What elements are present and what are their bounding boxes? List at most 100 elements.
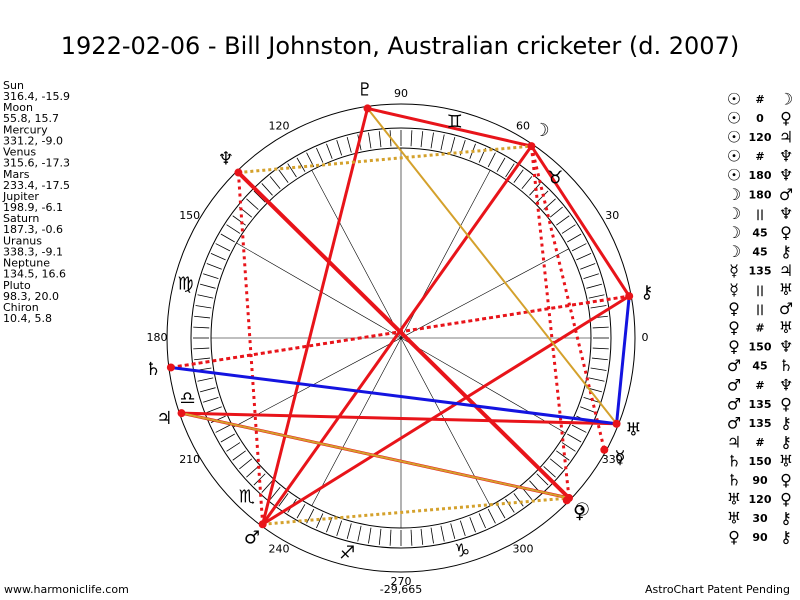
planet-glyph: ♇ [357, 80, 373, 101]
aspect-planet: ♂ [779, 185, 793, 204]
aspect-planet: ♅ [779, 451, 793, 470]
ring-tick [430, 132, 434, 149]
aspect-type: 90 [752, 531, 768, 544]
aspect-planet: ⚷ [780, 413, 792, 432]
ring-tick [430, 527, 434, 544]
degree-label: 0 [642, 331, 649, 344]
aspect-line [170, 294, 630, 369]
ring-tick [496, 157, 506, 172]
aspect-line [236, 172, 265, 525]
ring-tick [336, 140, 343, 156]
ring-tick [336, 520, 343, 536]
planet-glyph: ♃ [156, 408, 172, 429]
ring-tick [346, 523, 352, 540]
ring-tick [193, 347, 210, 350]
ring-tick [567, 433, 582, 443]
ring-tick [269, 176, 281, 190]
aspect-type: 135 [749, 417, 772, 430]
planet-point [166, 363, 175, 372]
ring-tick [440, 134, 445, 151]
ring-tick [203, 396, 219, 403]
degree-label: 60 [516, 120, 530, 133]
ring-tick [199, 283, 216, 289]
aspect-line [366, 107, 618, 425]
ring-tick [580, 406, 596, 413]
aspect-planet: ♀ [780, 471, 792, 490]
planet-position: 331.2, -9.0 [3, 134, 63, 147]
aspect-planet: ♀ [780, 394, 792, 413]
aspect-planet: ♂ [779, 299, 793, 318]
planet-point [177, 409, 186, 418]
ring-tick [567, 233, 582, 243]
degree-label: 330 [602, 453, 623, 466]
planet-name: Jupiter [2, 190, 39, 203]
aspect-planet: ☿ [729, 261, 739, 280]
planet-glyph: ♂ [244, 528, 260, 549]
ring-tick [378, 528, 382, 545]
planet-name: Sun [3, 79, 24, 92]
ring-tick [583, 273, 599, 280]
planet-glyph: ☿ [615, 447, 626, 468]
degree-label: 300 [513, 542, 534, 555]
aspect-type: 180 [749, 188, 772, 201]
ring-tick [549, 206, 563, 218]
aspect-planet: ☉ [727, 109, 741, 128]
ring-tick [194, 315, 211, 319]
planet-position: 55.8, 15.7 [3, 112, 59, 125]
ring-tick [357, 525, 362, 542]
planet-name: Pluto [3, 279, 31, 292]
ring-tick [193, 326, 210, 329]
ring-tick [316, 147, 324, 163]
ring-tick [588, 377, 605, 382]
planet-glyph: ⚷ [640, 282, 653, 303]
aspect-planet: ♂ [727, 375, 741, 394]
ring-tick [346, 136, 352, 153]
ring-tick [278, 169, 289, 183]
planet-name: Mars [3, 168, 30, 181]
planet-glyph: ♄ [145, 359, 161, 380]
aspect-line [615, 295, 631, 424]
ring-tick [561, 442, 576, 452]
ring-tick [203, 273, 219, 280]
ring-tick [246, 198, 259, 210]
aspect-type: || [756, 207, 764, 220]
aspect-planet: ♆ [779, 166, 793, 185]
planet-name: Mercury [3, 123, 48, 136]
aspect-line [529, 145, 571, 499]
planet-point [562, 496, 571, 505]
ring-tick [420, 528, 424, 545]
zodiac-sign: ♊ [447, 112, 463, 133]
aspect-planet: ♃ [779, 128, 793, 147]
aspect-planet: ☉ [727, 147, 741, 166]
ring-tick [410, 130, 413, 147]
ring-tick [561, 224, 576, 234]
aspect-planet: ♀ [728, 318, 740, 337]
ring-tick [549, 458, 563, 470]
aspect-planet: ♆ [779, 204, 793, 223]
aspect-planet: ♂ [727, 356, 741, 375]
ring-tick [513, 493, 524, 507]
ring-tick [278, 493, 289, 507]
footer-right: AstroChart Patent Pending [645, 583, 790, 596]
aspect-type: # [755, 379, 764, 392]
ring-tick [368, 527, 372, 544]
ring-tick [469, 517, 476, 533]
aspect-planet: ⚷ [780, 242, 792, 261]
aspect-planet: ♄ [727, 471, 741, 490]
ring-tick [210, 253, 226, 261]
ring-tick [440, 525, 445, 542]
aspect-planet: ♄ [727, 451, 741, 470]
zodiac-sign: ♉ [547, 167, 563, 188]
aspect-line [530, 145, 631, 297]
aspect-planet: ♀ [728, 528, 740, 547]
aspect-planet: ♄ [779, 356, 793, 375]
degree-label: 180 [147, 331, 168, 344]
ring-tick [591, 357, 608, 361]
aspect-line [262, 496, 570, 526]
planet-position: 187.3, -0.6 [3, 223, 63, 236]
footer-left: www.harmoniclife.com [4, 583, 129, 596]
aspect-type: 120 [749, 493, 772, 506]
aspect-type: || [756, 284, 764, 297]
ring-tick [220, 433, 235, 443]
